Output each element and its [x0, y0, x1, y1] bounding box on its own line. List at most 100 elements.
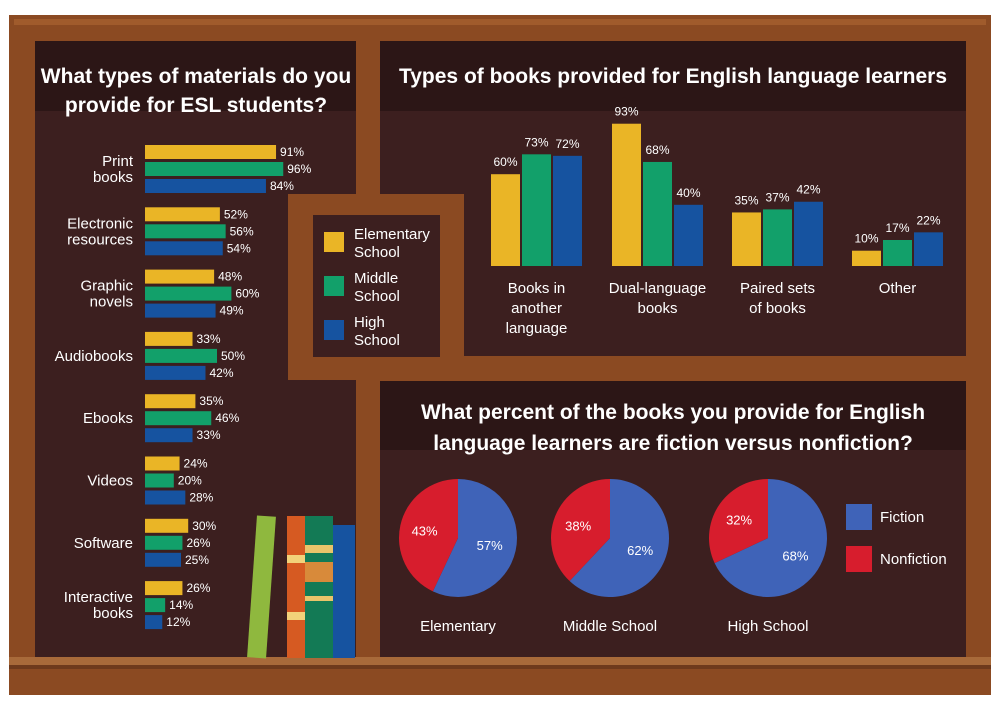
- legend-label-2-line-2: School: [354, 288, 400, 305]
- material-bar-2-2: [145, 224, 226, 239]
- legend-label-1-line-2: School: [354, 244, 400, 261]
- material-bar-1-3: [145, 179, 266, 193]
- pie-3-nonfiction-value: 32%: [726, 513, 752, 528]
- material-category-label-3-line-2: novels: [90, 294, 133, 311]
- material-bar-4-1: [145, 331, 193, 346]
- material-bar-6-1: [145, 456, 180, 471]
- material-value-6-2: 20%: [178, 474, 202, 488]
- material-value-1-3: 84%: [270, 179, 294, 193]
- material-bar-3-1: [145, 269, 215, 284]
- book-teal-band-2: [305, 596, 333, 601]
- booktype-bar-2-1: [612, 123, 641, 267]
- material-value-4-3: 42%: [209, 366, 233, 380]
- pie-3-label: High School: [728, 618, 809, 635]
- pie-1-fiction-value: 57%: [477, 538, 503, 553]
- pie-3-nonfiction-slice: [709, 478, 768, 564]
- material-category-label-2-line-1: Electronic: [67, 215, 133, 232]
- material-value-2-2: 56%: [230, 224, 254, 238]
- booktype-bar-3-1: [732, 212, 761, 266]
- booktype-bar-2-2: [643, 161, 672, 266]
- material-value-7-1: 30%: [192, 519, 216, 533]
- fiction-chart-title-line-1: What percent of the books you provide fo…: [421, 401, 925, 424]
- material-value-6-3: 28%: [189, 491, 213, 505]
- material-value-7-2: 26%: [186, 536, 210, 550]
- booktype-bar-1-1: [491, 174, 520, 266]
- material-value-3-2: 60%: [235, 287, 259, 301]
- material-bar-8-3: [145, 615, 163, 630]
- material-bar-3-3: [145, 303, 216, 318]
- booktype-category-label-3-line-2: of books: [749, 300, 806, 317]
- booktype-value-2-3: 40%: [676, 186, 700, 200]
- booktype-category-label-1-line-3: language: [506, 320, 568, 337]
- pie-legend-swatch-2: [846, 546, 872, 572]
- material-bar-7-3: [145, 552, 181, 567]
- book-orange-band-2: [287, 612, 305, 620]
- pie-legend-label-2: Nonfiction: [880, 551, 947, 568]
- booktype-value-4-1: 10%: [854, 232, 878, 246]
- fiction-pie-charts: What percent of the books you provide fo…: [399, 401, 947, 635]
- materials-chart-title-line-2: provide for ESL students?: [65, 94, 327, 117]
- material-bar-5-2: [145, 411, 212, 426]
- booktype-bar-4-3: [914, 232, 943, 266]
- booktype-value-3-1: 35%: [734, 193, 758, 207]
- booktype-value-1-2: 73%: [524, 135, 548, 149]
- material-value-4-1: 33%: [197, 332, 221, 346]
- material-bar-5-3: [145, 428, 193, 443]
- pie-2-fiction-value: 62%: [627, 543, 653, 558]
- booktype-category-label-1-line-1: Books in: [508, 280, 566, 297]
- booktype-value-1-1: 60%: [493, 155, 517, 169]
- material-bar-7-2: [145, 535, 183, 550]
- booktype-category-label-1-line-2: another: [511, 300, 562, 317]
- material-bar-2-1: [145, 207, 220, 222]
- material-value-5-3: 33%: [197, 428, 221, 442]
- booktype-bar-1-3: [553, 155, 582, 266]
- material-value-6-1: 24%: [184, 457, 208, 471]
- booktype-value-4-3: 22%: [916, 213, 940, 227]
- material-value-2-1: 52%: [224, 207, 248, 221]
- book-teal-label: [305, 562, 333, 582]
- booktype-value-1-3: 72%: [555, 137, 579, 151]
- booktype-category-label-2-line-2: books: [637, 300, 677, 317]
- booktype-value-2-2: 68%: [645, 143, 669, 157]
- material-category-label-8-line-1: Interactive: [64, 589, 133, 606]
- material-value-5-1: 35%: [199, 394, 223, 408]
- pie-3-fiction-slice: [714, 479, 827, 597]
- booktype-bar-2-3: [674, 204, 703, 266]
- material-bar-6-3: [145, 490, 186, 505]
- booktype-bar-4-2: [883, 239, 912, 266]
- material-value-8-2: 14%: [169, 598, 193, 612]
- material-bar-7-1: [145, 518, 189, 533]
- booktype-value-2-1: 93%: [614, 105, 638, 119]
- booktype-category-label-2-line-1: Dual-language: [609, 280, 707, 297]
- materials-chart-title-line-1: What types of materials do you: [41, 65, 351, 88]
- book-teal: [305, 516, 333, 658]
- booktype-value-3-2: 37%: [765, 190, 789, 204]
- book-green-tilted: [247, 515, 276, 659]
- material-bar-8-1: [145, 581, 183, 596]
- material-bar-4-2: [145, 348, 217, 363]
- book-types-bar-chart: Types of books provided for English lang…: [399, 65, 947, 337]
- booktype-bar-3-2: [763, 209, 792, 266]
- legend-swatch-2: [324, 276, 344, 296]
- bottom-right-panel-header: [380, 381, 966, 450]
- pie-2-fiction-slice: [569, 479, 669, 597]
- material-value-4-2: 50%: [221, 349, 245, 363]
- book-orange-band-1: [287, 555, 305, 563]
- booktype-value-3-3: 42%: [796, 183, 820, 197]
- book-types-chart-title-line-1: Types of books provided for English lang…: [399, 65, 947, 88]
- pie-legend-label-1: Fiction: [880, 509, 924, 526]
- shelf-plank-edge: [9, 657, 991, 665]
- legend-label-3-line-1: High: [354, 314, 385, 331]
- material-bar-8-2: [145, 598, 166, 613]
- material-category-label-5-line-1: Ebooks: [83, 410, 133, 427]
- top-right-panel-header: [380, 41, 966, 111]
- book-teal-band-1: [305, 545, 333, 553]
- pie-1-label: Elementary: [420, 618, 496, 635]
- left-panel-header: [35, 41, 356, 111]
- legend-swatch-3: [324, 320, 344, 340]
- pie-1-fiction-slice: [432, 479, 517, 597]
- material-value-3-3: 49%: [220, 304, 244, 318]
- pie-2-nonfiction-slice: [550, 479, 610, 582]
- material-category-label-1-line-1: Print: [102, 153, 134, 170]
